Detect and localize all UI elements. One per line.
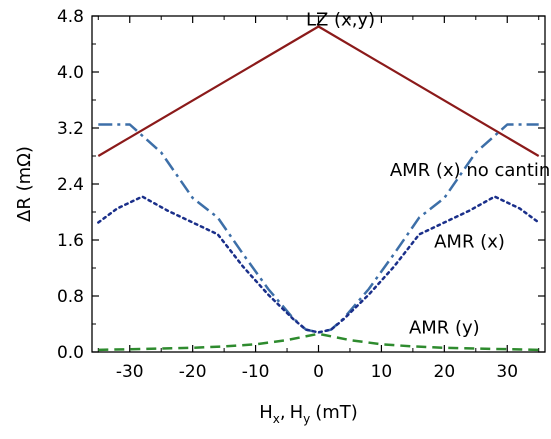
y-tick-label: 3.2 [57, 119, 84, 139]
y-tick-label: 0.8 [57, 287, 84, 307]
y-axis-title: ΔR (mΩ) [14, 146, 35, 222]
x-axis-title-unit: (mT) [315, 402, 358, 423]
y-tick-label: 4.0 [57, 63, 84, 83]
x-tick-label: 0 [313, 362, 324, 382]
x-axis-title-h2: H [290, 402, 304, 423]
series-annotation: LZ (x,y) [306, 10, 375, 31]
series-annotation: AMR (x) [434, 231, 505, 252]
series-layer [97, 25, 540, 352]
x-tick-label: -20 [179, 362, 207, 382]
x-axis-title-h: H [259, 402, 273, 423]
y-tick-label: 2.4 [57, 175, 84, 195]
series-annotation: AMR (x) no canting [390, 160, 551, 181]
x-tick-label: -10 [242, 362, 270, 382]
x-axis-title-comma: , [280, 402, 286, 423]
x-axis-title-sub-y: y [303, 412, 310, 426]
x-axis-title: Hx, Hy (mT) [259, 402, 358, 426]
y-tick-label: 4.8 [57, 7, 84, 27]
series-line-amr-y [98, 332, 539, 352]
x-axis-title-sub-x: x [273, 412, 280, 426]
x-tick-label: 20 [434, 362, 456, 382]
x-tick-label: -30 [116, 362, 144, 382]
series-annotation: AMR (y) [409, 318, 480, 339]
series-line-amr-x [97, 195, 540, 334]
series-line-amr-x-no-canting [98, 123, 539, 334]
series-line-lz-x-y [97, 25, 540, 157]
labels-layer: LZ (x,y) AMR (x) no canting AMR (x) AMR (y) [306, 10, 551, 339]
x-tick-label: 10 [371, 362, 393, 382]
plot-frame [91, 15, 546, 353]
ticks-layer: -30 -20 -10 0 10 20 30 0.0 0.8 1.6 2.4 3.2 4.0 4.8 [57, 7, 545, 382]
x-tick-label: 30 [496, 362, 518, 382]
y-tick-label: 0.0 [57, 343, 84, 363]
y-tick-label: 1.6 [57, 231, 84, 251]
